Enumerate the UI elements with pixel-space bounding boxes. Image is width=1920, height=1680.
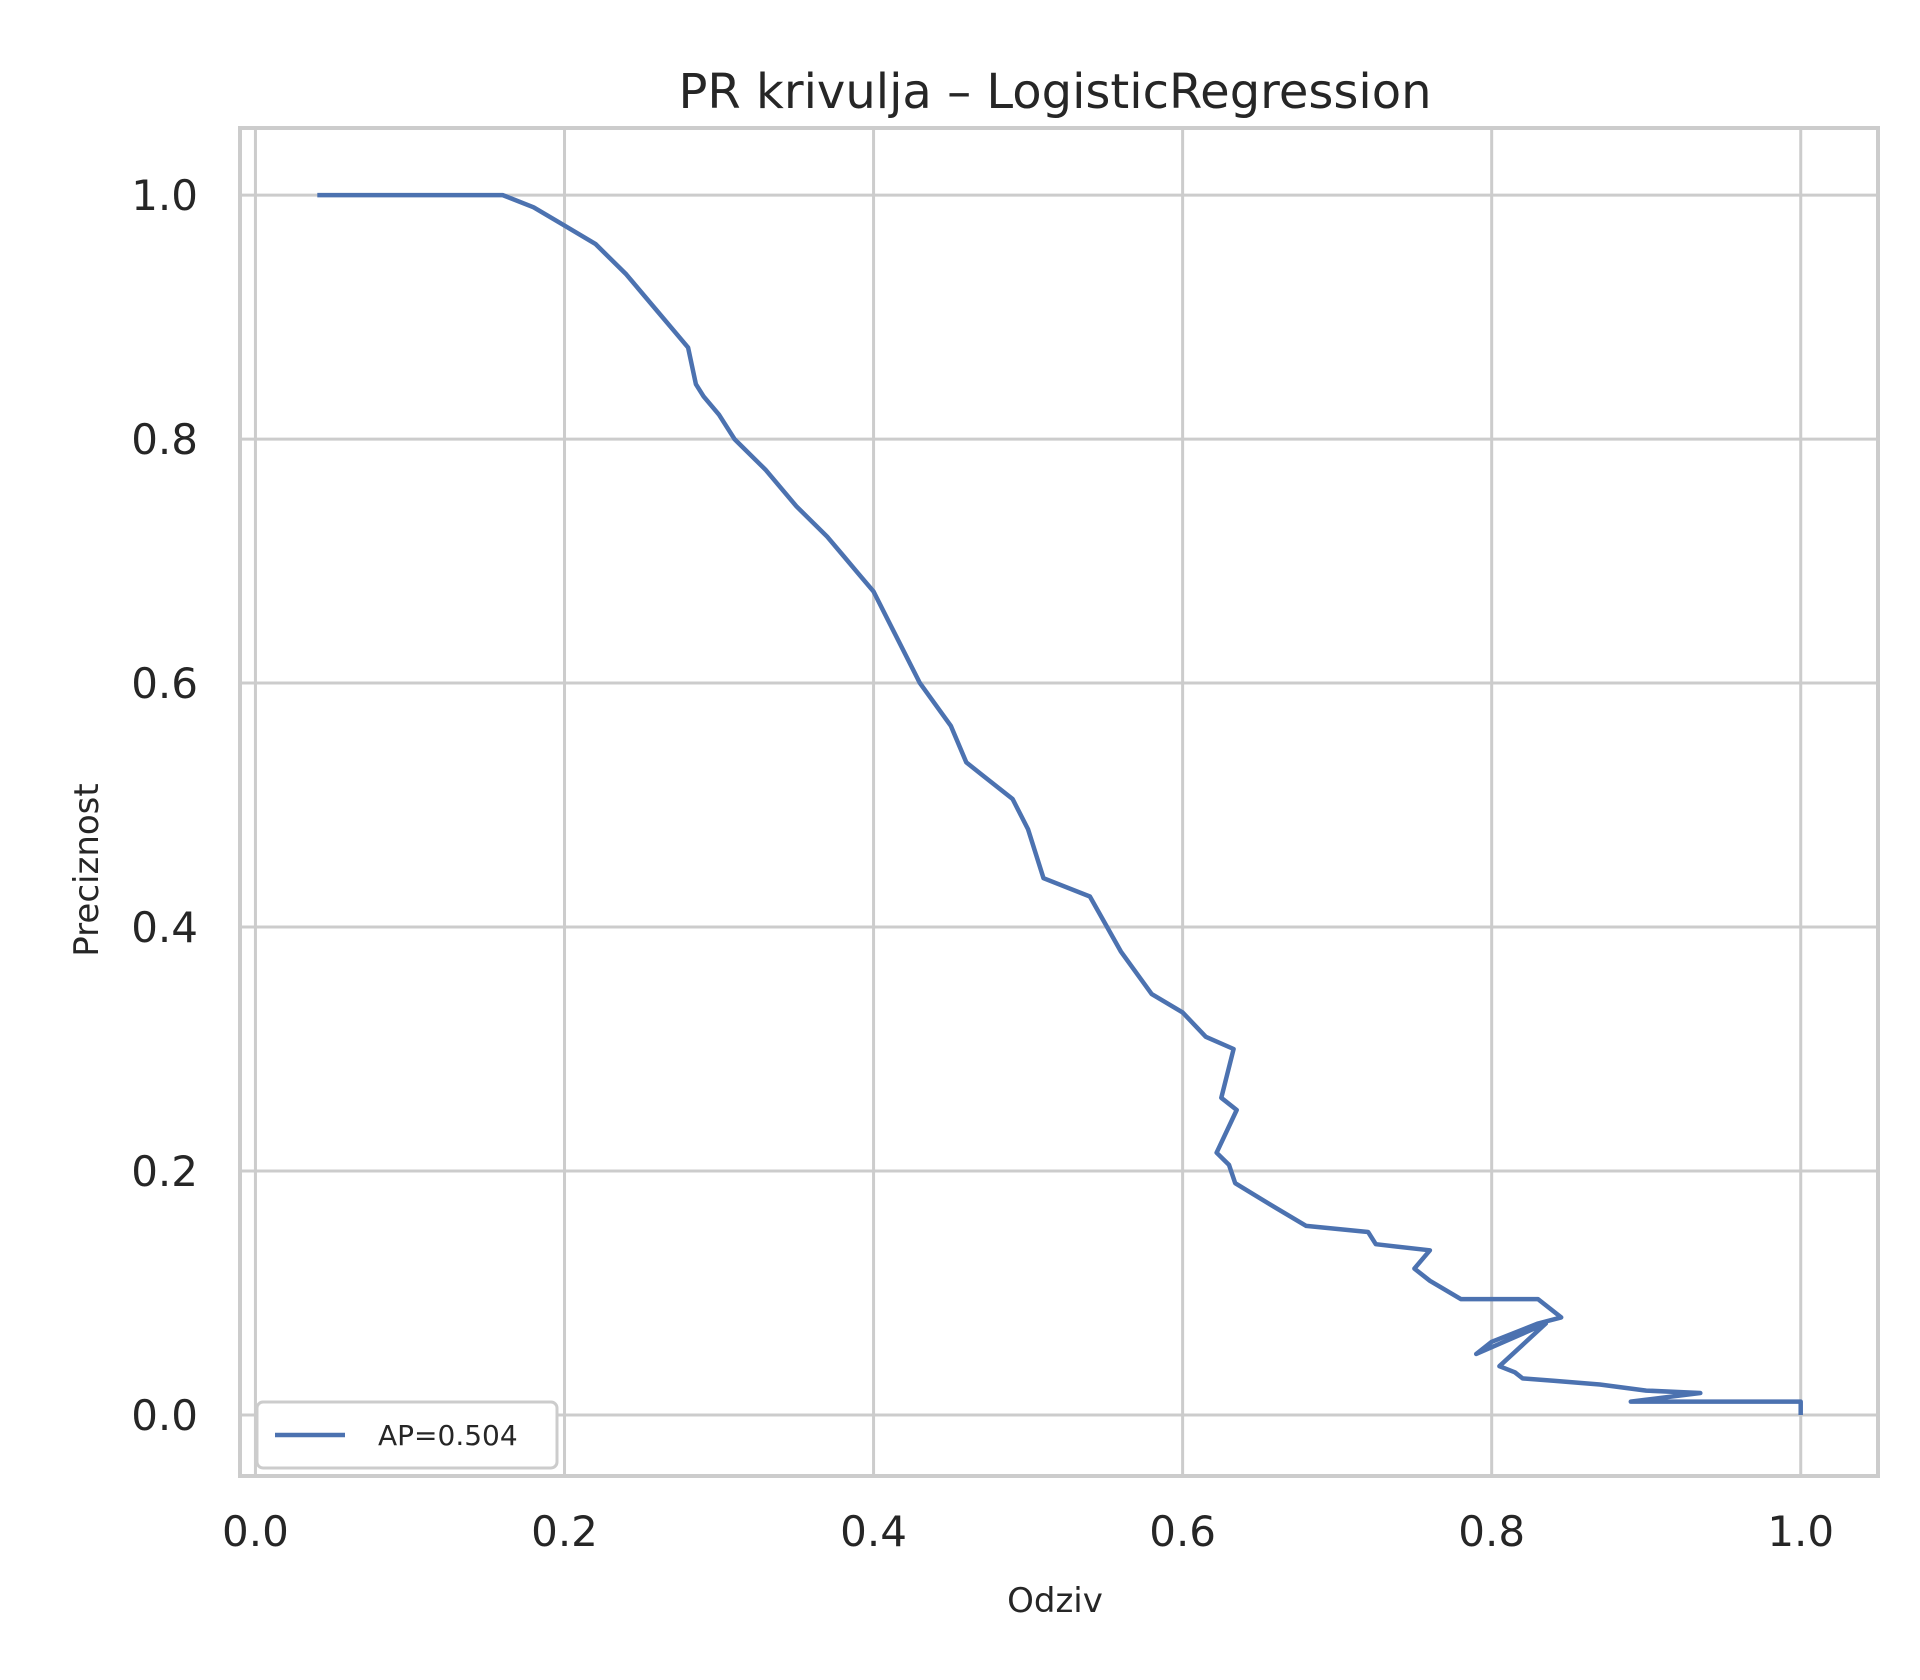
grid-lines [240, 128, 1878, 1476]
y-tick-label: 0.4 [131, 903, 198, 952]
legend-box [255, 1400, 559, 1470]
x-tick-label: 0.0 [222, 1507, 289, 1556]
plot-frame [238, 126, 1880, 1478]
x-tick-label: 0.6 [1149, 1507, 1216, 1556]
x-tick-labels: 0.0 0.2 0.4 0.6 0.8 1.0 [222, 1507, 1834, 1556]
y-axis-label: Preciznost [67, 783, 107, 956]
series-line-ap [317, 192, 1803, 1415]
x-axis-label: Odziv [1007, 1581, 1103, 1621]
chart-title: PR krivulja – LogisticRegression [678, 64, 1431, 120]
x-tick-label: 0.2 [531, 1507, 598, 1556]
x-tick-label: 1.0 [1767, 1507, 1834, 1556]
x-tick-label: 0.8 [1458, 1507, 1525, 1556]
y-tick-label: 0.8 [131, 415, 198, 464]
legend: AP=0.504 [255, 1400, 559, 1470]
y-tick-label: 0.6 [131, 659, 198, 708]
y-tick-label: 1.0 [131, 171, 198, 220]
y-tick-label: 0.0 [131, 1391, 198, 1440]
legend-label: AP=0.504 [378, 1419, 518, 1452]
y-tick-labels: 0.0 0.2 0.4 0.6 0.8 1.0 [131, 171, 198, 1440]
x-tick-label: 0.4 [840, 1507, 907, 1556]
y-tick-label: 0.2 [131, 1147, 198, 1196]
